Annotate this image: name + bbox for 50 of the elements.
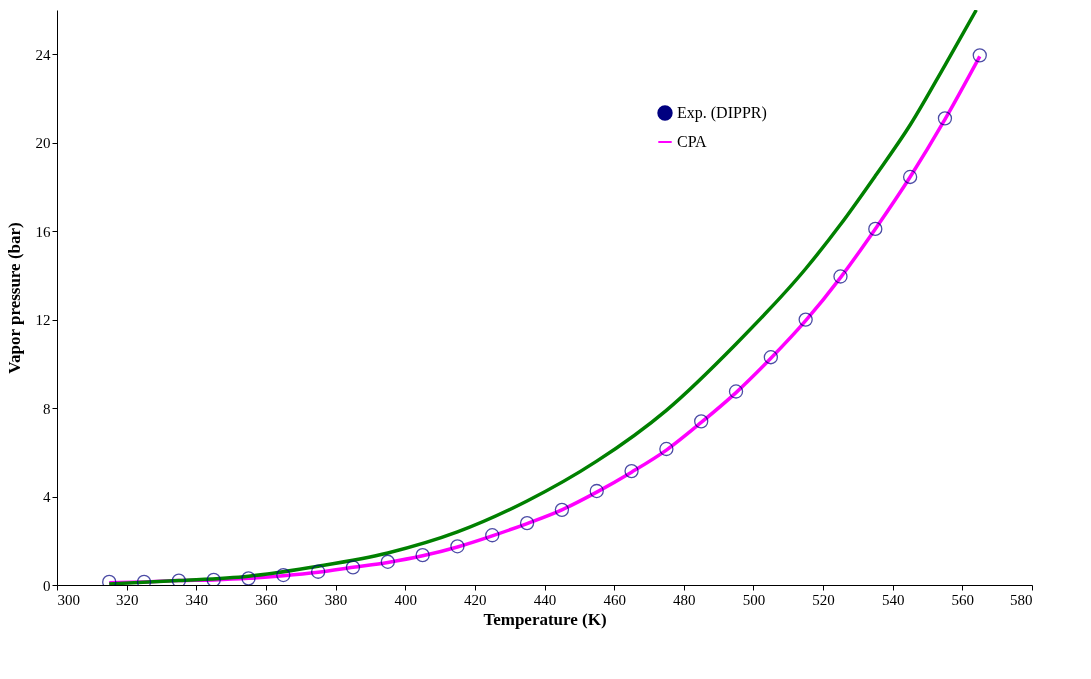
x-axis-title: Temperature (K) — [483, 609, 607, 629]
point — [833, 269, 848, 284]
y-tick-label: 0 — [43, 577, 51, 594]
x-tick-label: 440 — [533, 591, 557, 608]
legend-label: CPA — [677, 133, 708, 150]
x-tick-label: 380 — [324, 591, 348, 608]
point — [694, 414, 709, 429]
x-tick-label: 320 — [115, 591, 139, 608]
x-tick-label: 300 — [57, 591, 80, 608]
x-tick-label: 340 — [185, 591, 209, 608]
x-tick-label: 560 — [951, 591, 975, 608]
point — [554, 502, 570, 517]
point — [276, 567, 291, 583]
point — [171, 573, 187, 585]
point — [972, 48, 987, 63]
point — [380, 554, 395, 569]
x-tick-label: 360 — [255, 591, 278, 608]
point — [415, 547, 430, 563]
point — [310, 564, 326, 579]
x-tick-label: 500 — [742, 591, 766, 608]
y-axis-title: Vapor pressure (bar) — [4, 222, 24, 374]
x-tick-label: 460 — [603, 591, 626, 608]
y-tick-label: 8 — [43, 400, 51, 417]
point — [798, 312, 813, 327]
point — [519, 515, 535, 531]
y-tick-label: 16 — [35, 223, 51, 240]
legend-label: Exp. (DIPPR) — [677, 104, 767, 122]
point — [868, 221, 883, 237]
point — [937, 111, 953, 126]
y-tick-label: 20 — [35, 135, 51, 152]
x-tick-label: 520 — [812, 591, 835, 608]
y-tick-label: 4 — [43, 489, 51, 506]
point — [659, 441, 674, 457]
point — [624, 463, 639, 479]
x-tick-label: 580 — [1010, 591, 1033, 608]
point — [763, 350, 779, 365]
x-tick-label: 400 — [394, 591, 417, 608]
point — [728, 384, 744, 399]
point — [485, 528, 500, 543]
y-tick-label: 24 — [35, 46, 51, 63]
x-tick-label: 480 — [673, 591, 696, 608]
point — [206, 572, 221, 585]
point — [345, 560, 361, 575]
x-tick-label: 420 — [464, 591, 487, 608]
point — [589, 483, 604, 499]
x-tick-label: 540 — [881, 591, 905, 608]
point — [241, 571, 256, 585]
point — [902, 169, 918, 185]
y-tick-label: 12 — [35, 312, 51, 329]
point — [450, 539, 465, 554]
